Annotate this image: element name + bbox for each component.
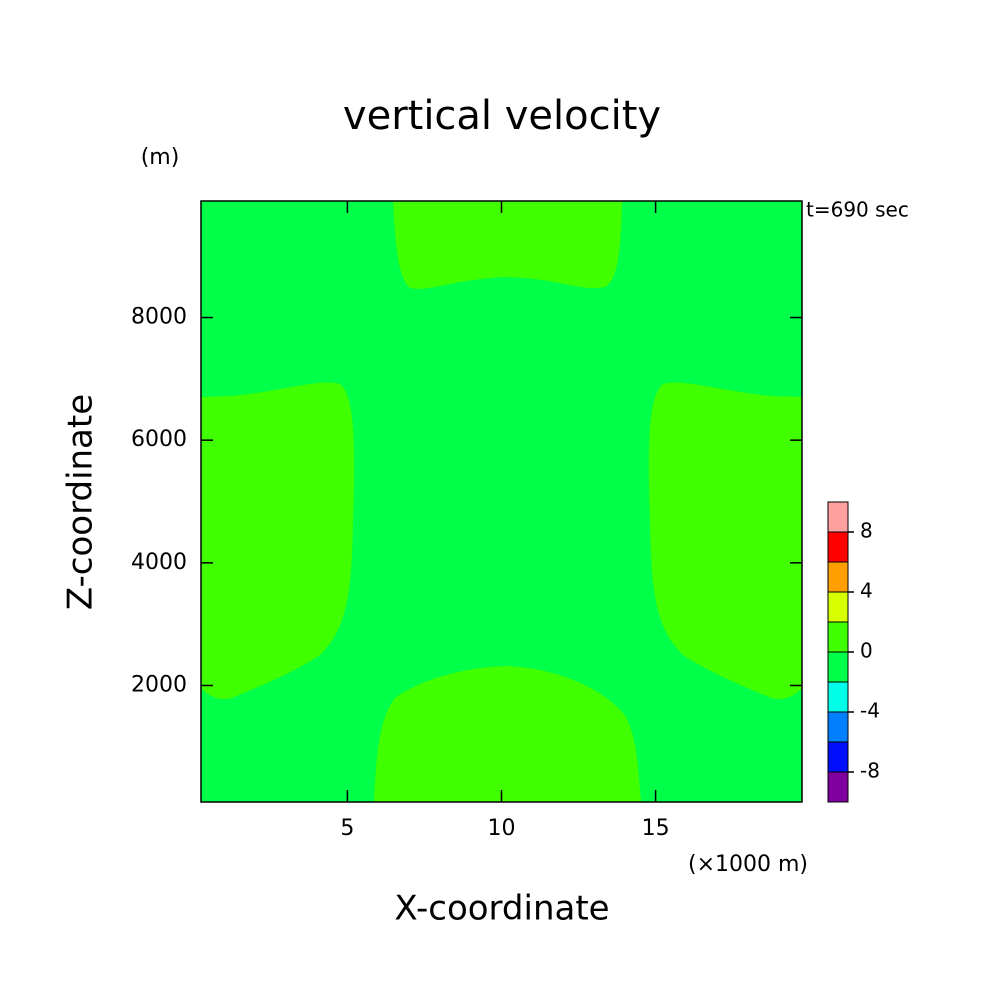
colorbar-band bbox=[827, 771, 849, 803]
colorbar-band bbox=[827, 531, 849, 563]
chart-title: vertical velocity bbox=[343, 93, 661, 139]
y-tick-label: 4000 bbox=[131, 550, 187, 575]
x-tick-label: 10 bbox=[488, 816, 516, 841]
x-axis-label: X-coordinate bbox=[394, 889, 609, 929]
contour-region bbox=[648, 382, 802, 700]
y-tick-label: 8000 bbox=[131, 305, 187, 330]
colorbar-tick-label: 4 bbox=[860, 579, 873, 603]
colorbar-tick-label: 8 bbox=[860, 519, 873, 543]
annotation: t=690 sec bbox=[806, 198, 909, 222]
contour-region bbox=[201, 382, 355, 700]
y-unit-label: (m) bbox=[141, 145, 180, 170]
colorbar-tick-label: 0 bbox=[860, 639, 873, 663]
colorbar-band bbox=[827, 591, 849, 623]
colorbar-tick-label: -4 bbox=[860, 699, 880, 723]
colorbar-band bbox=[827, 621, 849, 653]
colorbar-band bbox=[827, 711, 849, 743]
colorbar-band bbox=[827, 501, 849, 533]
x-tick-label: 15 bbox=[642, 816, 670, 841]
colorbar-band bbox=[827, 681, 849, 713]
colorbar-band bbox=[827, 651, 849, 683]
colorbar-tick-label: -8 bbox=[860, 759, 880, 783]
y-tick-label: 2000 bbox=[131, 672, 187, 697]
contour-region bbox=[393, 201, 622, 289]
colorbar-band bbox=[827, 741, 849, 773]
colorbar-band bbox=[827, 561, 849, 593]
y-tick-label: 6000 bbox=[131, 427, 187, 452]
contour-regions bbox=[201, 201, 802, 802]
contour-region bbox=[374, 666, 641, 802]
y-axis-label: Z-coordinate bbox=[61, 394, 101, 610]
x-tick-label: 5 bbox=[340, 816, 354, 841]
x-unit-label: (×1000 m) bbox=[688, 852, 808, 877]
